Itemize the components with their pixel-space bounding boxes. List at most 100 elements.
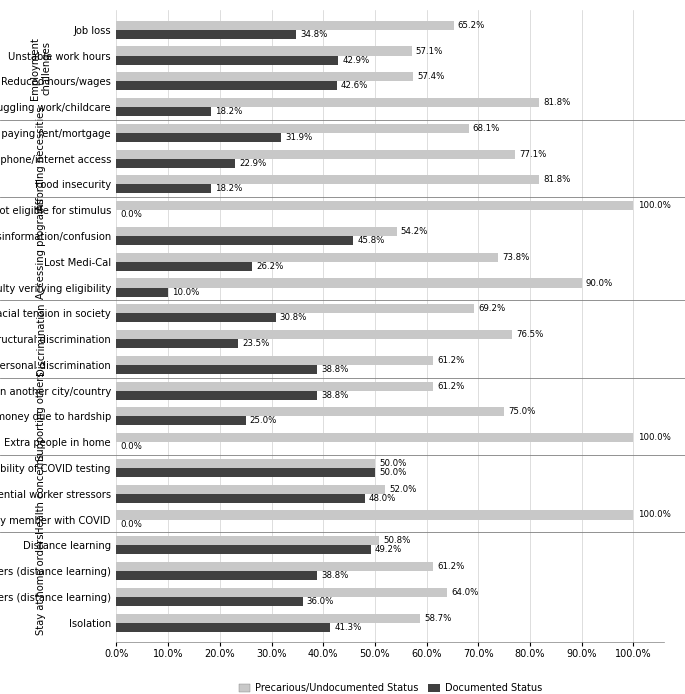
Bar bbox=[116, 407, 504, 416]
Text: 30.8%: 30.8% bbox=[279, 313, 307, 322]
Text: 69.2%: 69.2% bbox=[478, 304, 506, 313]
Text: 25.0%: 25.0% bbox=[250, 416, 277, 425]
Text: Supporting others: Supporting others bbox=[36, 371, 46, 462]
Bar bbox=[116, 571, 317, 580]
Text: Health concerns: Health concerns bbox=[36, 453, 46, 534]
Bar bbox=[116, 613, 420, 623]
Bar bbox=[116, 81, 337, 90]
Bar bbox=[116, 30, 297, 39]
Text: 49.2%: 49.2% bbox=[375, 545, 402, 555]
Bar bbox=[116, 56, 338, 65]
Bar bbox=[116, 107, 210, 116]
Text: 52.0%: 52.0% bbox=[389, 484, 416, 493]
Bar bbox=[116, 201, 634, 210]
Bar bbox=[116, 365, 317, 374]
Text: 41.3%: 41.3% bbox=[334, 623, 362, 632]
Text: 0.0%: 0.0% bbox=[121, 520, 142, 529]
Text: 48.0%: 48.0% bbox=[369, 493, 396, 502]
Bar bbox=[116, 98, 539, 107]
Bar bbox=[116, 356, 433, 365]
Bar bbox=[116, 484, 385, 493]
Bar bbox=[116, 330, 512, 339]
Bar bbox=[116, 46, 412, 56]
Text: 31.9%: 31.9% bbox=[286, 133, 313, 142]
Bar bbox=[116, 227, 397, 236]
Bar bbox=[116, 21, 453, 30]
Bar bbox=[116, 562, 433, 571]
Bar bbox=[116, 185, 210, 194]
Text: 100.0%: 100.0% bbox=[638, 511, 671, 520]
Bar bbox=[116, 382, 433, 391]
Text: 64.0%: 64.0% bbox=[451, 588, 479, 597]
Legend: Precarious/Undocumented Status, Documented Status: Precarious/Undocumented Status, Document… bbox=[235, 679, 546, 694]
Bar bbox=[116, 536, 379, 545]
Text: 61.2%: 61.2% bbox=[437, 382, 464, 391]
Text: 38.8%: 38.8% bbox=[321, 571, 349, 580]
Text: 34.8%: 34.8% bbox=[301, 30, 328, 39]
Text: 23.5%: 23.5% bbox=[242, 339, 269, 348]
Text: 100.0%: 100.0% bbox=[638, 433, 671, 442]
Text: 42.9%: 42.9% bbox=[342, 56, 370, 65]
Text: 61.2%: 61.2% bbox=[437, 356, 464, 365]
Text: 42.6%: 42.6% bbox=[341, 81, 369, 90]
Text: 57.4%: 57.4% bbox=[417, 72, 445, 81]
Text: 81.8%: 81.8% bbox=[543, 176, 571, 185]
Text: 36.0%: 36.0% bbox=[307, 597, 334, 606]
Bar bbox=[116, 391, 317, 400]
Bar bbox=[116, 459, 375, 468]
Bar bbox=[116, 313, 275, 322]
Text: 50.8%: 50.8% bbox=[383, 536, 410, 545]
Bar bbox=[116, 278, 582, 287]
Text: 0.0%: 0.0% bbox=[121, 442, 142, 451]
Bar bbox=[116, 493, 364, 502]
Text: 65.2%: 65.2% bbox=[458, 21, 485, 30]
Bar bbox=[116, 416, 246, 425]
Bar bbox=[116, 545, 371, 555]
Text: Employment
challenges: Employment challenges bbox=[30, 37, 51, 100]
Bar bbox=[116, 339, 238, 348]
Text: 38.8%: 38.8% bbox=[321, 391, 349, 400]
Text: 58.7%: 58.7% bbox=[424, 613, 451, 623]
Text: 18.2%: 18.2% bbox=[214, 107, 242, 116]
Bar bbox=[116, 176, 539, 185]
Text: 77.1%: 77.1% bbox=[519, 150, 547, 159]
Bar bbox=[116, 287, 168, 296]
Text: Affording necessities: Affording necessities bbox=[36, 106, 46, 211]
Text: 75.0%: 75.0% bbox=[508, 407, 536, 416]
Text: 45.8%: 45.8% bbox=[358, 236, 385, 245]
Text: 22.9%: 22.9% bbox=[239, 159, 266, 168]
Text: 90.0%: 90.0% bbox=[586, 278, 613, 287]
Bar bbox=[116, 511, 634, 520]
Bar bbox=[116, 133, 282, 142]
Text: 50.0%: 50.0% bbox=[379, 468, 406, 477]
Bar bbox=[116, 72, 413, 81]
Text: 57.1%: 57.1% bbox=[416, 46, 443, 56]
Bar bbox=[116, 150, 515, 159]
Text: Stay at home orders: Stay at home orders bbox=[36, 533, 46, 635]
Text: 61.2%: 61.2% bbox=[437, 562, 464, 571]
Text: 81.8%: 81.8% bbox=[543, 98, 571, 107]
Text: 18.2%: 18.2% bbox=[214, 185, 242, 194]
Bar bbox=[116, 159, 235, 168]
Text: 10.0%: 10.0% bbox=[173, 287, 199, 296]
Bar bbox=[116, 304, 474, 313]
Text: Accessing programs: Accessing programs bbox=[36, 198, 46, 299]
Bar bbox=[116, 262, 252, 271]
Text: 100.0%: 100.0% bbox=[638, 201, 671, 210]
Text: 0.0%: 0.0% bbox=[121, 210, 142, 219]
Bar bbox=[116, 236, 353, 245]
Text: 38.8%: 38.8% bbox=[321, 365, 349, 374]
Bar bbox=[116, 124, 469, 133]
Text: 54.2%: 54.2% bbox=[401, 227, 428, 236]
Bar bbox=[116, 588, 447, 597]
Text: Discrimination: Discrimination bbox=[36, 303, 46, 375]
Bar bbox=[116, 253, 498, 262]
Bar bbox=[116, 433, 634, 442]
Text: 26.2%: 26.2% bbox=[256, 262, 284, 271]
Text: 68.1%: 68.1% bbox=[473, 124, 500, 133]
Bar bbox=[116, 468, 375, 477]
Text: 73.8%: 73.8% bbox=[502, 253, 530, 262]
Text: 76.5%: 76.5% bbox=[516, 330, 543, 339]
Text: 50.0%: 50.0% bbox=[379, 459, 406, 468]
Bar bbox=[116, 623, 330, 632]
